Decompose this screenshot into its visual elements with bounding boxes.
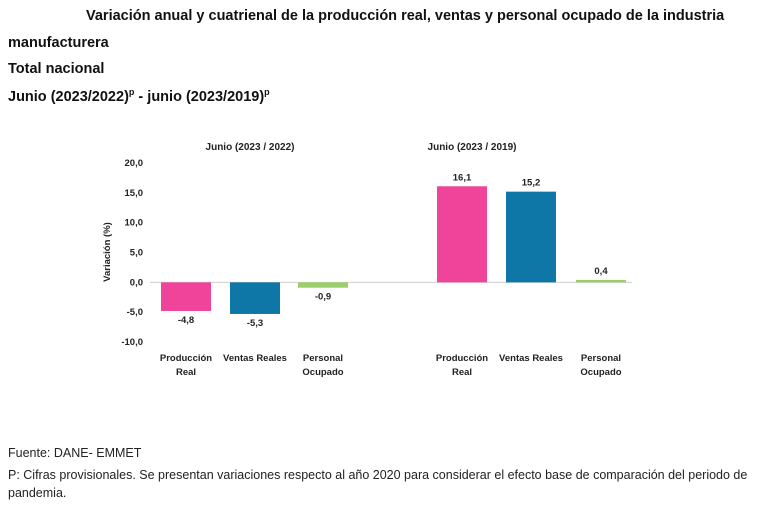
provisional-mark: p	[264, 87, 270, 97]
data-label: -5,3	[247, 318, 263, 329]
period-annual: Junio (2023/2022)	[8, 88, 129, 105]
provisional-mark: p	[128, 87, 135, 97]
data-label: -0,9	[315, 292, 331, 303]
source-label: Fuente	[8, 446, 47, 460]
bar	[230, 282, 280, 314]
bar-chart: 20,0 15,0 10,0 5,0 0,0 -5,0 -10,0 Variación (%)…	[102, 142, 632, 378]
x-tick-label: Ventas Reales	[499, 353, 563, 364]
bar	[298, 282, 348, 288]
source-text: : DANE- EMMET	[46, 446, 142, 460]
x-tick-label: Personal	[303, 353, 343, 364]
y-tick-label: -5,0	[127, 307, 143, 318]
x-tick-label: Ocupado	[580, 367, 621, 378]
panel-title: Junio (2023 / 2022)	[206, 142, 295, 153]
chart-subtitle-region: Total nacional	[8, 61, 105, 77]
period-four-year: - junio (2023/2019)	[134, 88, 265, 105]
data-label: -4,8	[178, 315, 194, 326]
y-tick-label: 15,0	[125, 188, 144, 199]
panel-title: Junio (2023 / 2019)	[428, 142, 517, 153]
x-tick-label: Personal	[581, 353, 621, 364]
bar	[576, 279, 626, 283]
y-tick-label: 20,0	[125, 158, 144, 169]
data-label: 16,1	[453, 172, 472, 183]
y-tick-label: 10,0	[125, 218, 144, 229]
x-tick-label: Producción	[436, 353, 488, 364]
x-tick-label: Ventas Reales	[223, 353, 287, 364]
y-tick-label: -10,0	[121, 337, 143, 348]
y-tick-label: 5,0	[130, 248, 143, 259]
chart-subtitle-period: Junio (2023/2022)p - junio (2023/2019)p	[8, 87, 270, 105]
data-label: 0,4	[594, 266, 608, 277]
bar	[161, 282, 211, 311]
bar	[437, 186, 487, 283]
y-axis-label: Variación (%)	[102, 222, 113, 282]
source-line: Fuente: DANE- EMMET	[8, 446, 141, 460]
x-tick-label: Real	[176, 367, 196, 378]
y-tick-label: 0,0	[130, 277, 143, 288]
data-label: 15,2	[522, 178, 541, 189]
x-tick-label: Real	[452, 367, 472, 378]
bar	[506, 191, 556, 283]
chart-title-line-2: manufacturera	[8, 35, 109, 51]
footnote: P: Cifras provisionales. Se presentan va…	[8, 468, 748, 500]
x-tick-label: Ocupado	[302, 367, 343, 378]
chart-title-line-1: Variación anual y cuatrienal de la produ…	[86, 8, 725, 24]
x-tick-label: Producción	[160, 353, 212, 364]
